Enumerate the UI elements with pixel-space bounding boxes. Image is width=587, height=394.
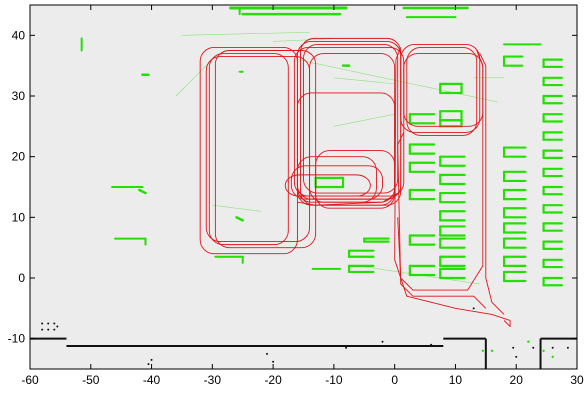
map-point — [147, 363, 150, 366]
map-point — [481, 349, 484, 352]
x-tick-label: -40 — [143, 373, 161, 387]
map-point — [566, 346, 569, 349]
map-point — [53, 322, 56, 325]
x-tick-label: 10 — [449, 373, 463, 387]
map-point — [551, 355, 554, 359]
trajectory-loop — [284, 174, 371, 197]
map-point — [527, 340, 530, 343]
map-point — [41, 328, 44, 331]
y-tick-label: 10 — [12, 210, 26, 224]
trajectory-path — [397, 132, 487, 309]
trajectory-loop — [296, 92, 396, 206]
map-point — [41, 322, 44, 325]
map-point — [542, 349, 545, 352]
y-tick-label: 0 — [18, 271, 25, 285]
map-point — [47, 322, 50, 325]
map-point — [532, 346, 535, 349]
map-point — [430, 343, 433, 346]
trajectory-loop — [315, 150, 396, 209]
map-point — [515, 355, 518, 358]
map-point — [235, 216, 244, 222]
map-point — [150, 358, 153, 361]
map-point — [266, 352, 269, 355]
trajectory-loop — [214, 50, 317, 249]
map-point — [272, 360, 275, 363]
x-tick-label: 30 — [570, 373, 584, 387]
map-point — [273, 38, 340, 42]
map-point — [47, 328, 50, 331]
x-tick-label: 20 — [510, 373, 524, 387]
x-tick-label: -20 — [264, 373, 282, 387]
plot-frame — [29, 4, 578, 370]
map-point — [345, 346, 348, 349]
map-point — [358, 265, 480, 285]
map-point — [490, 349, 494, 352]
trajectory-path — [394, 47, 511, 327]
y-tick-label: 20 — [12, 150, 26, 164]
map-point — [512, 346, 515, 349]
x-tick-label: -10 — [325, 373, 343, 387]
trajectory-path — [479, 53, 505, 315]
trajectory-path — [297, 192, 398, 206]
map-point — [175, 59, 213, 97]
x-tick-label: -50 — [82, 373, 100, 387]
map-point — [333, 77, 395, 85]
map-point — [181, 32, 310, 36]
trajectory-loop — [400, 43, 481, 133]
y-tick-label: 30 — [12, 89, 26, 103]
y-tick-label: -10 — [8, 332, 26, 346]
map-point — [551, 346, 554, 349]
map-point — [212, 204, 261, 212]
y-tick-label: 40 — [12, 28, 26, 42]
trajectory-loop — [290, 165, 383, 200]
x-tick-label: -60 — [21, 373, 39, 387]
x-axis: -60 -50 -40 -30 -20 -10 0 10 20 30 — [21, 5, 584, 387]
map-point — [138, 188, 147, 195]
trajectory-loop — [303, 43, 399, 194]
trajectory-layer — [199, 37, 511, 327]
trajectory-loop — [406, 47, 478, 136]
y-axis: -10 0 10 20 30 40 — [8, 28, 577, 346]
map-point — [53, 328, 56, 331]
map-point — [333, 113, 395, 127]
map-point — [381, 340, 384, 343]
map-point — [56, 325, 59, 328]
x-tick-label: 0 — [391, 373, 398, 387]
trajectory-loop — [208, 53, 289, 246]
x-tick-label: -30 — [204, 373, 222, 387]
map-point — [472, 307, 475, 310]
